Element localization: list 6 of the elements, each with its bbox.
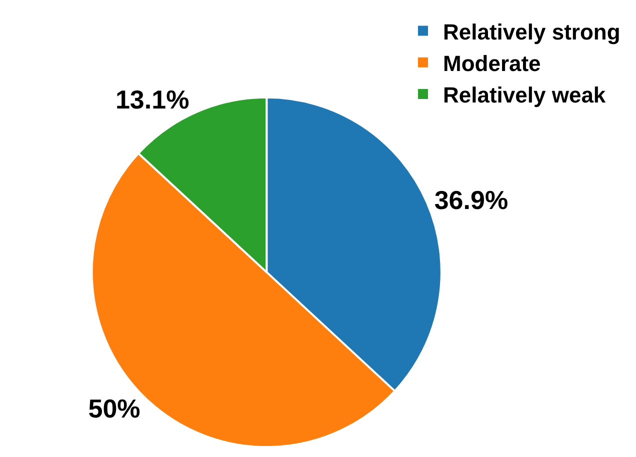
legend-label: Relatively weak <box>443 82 606 108</box>
legend-label: Relatively strong <box>443 19 620 44</box>
data-label: 13.1% <box>115 84 190 114</box>
data-label: 50% <box>88 393 140 424</box>
data-label: 36.9% <box>434 184 508 215</box>
legend-label: Moderate <box>443 50 541 76</box>
